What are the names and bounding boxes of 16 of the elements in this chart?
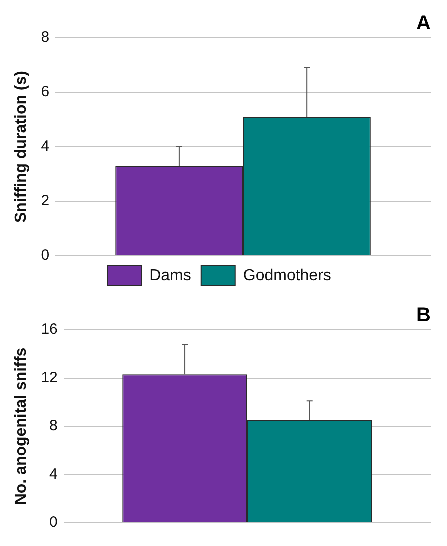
- y-tick-label: 6: [41, 84, 50, 101]
- chart-title: A: [416, 12, 431, 35]
- y-tick-label: 16: [41, 321, 58, 338]
- y-tick-label: 8: [41, 29, 50, 46]
- y-axis-title: No. anogenital sniffs: [13, 348, 30, 506]
- y-tick-label: 12: [41, 369, 58, 386]
- legend-label: Dams: [150, 267, 192, 284]
- y-tick-label: 8: [50, 418, 58, 435]
- chart-title: B: [416, 304, 431, 327]
- y-tick-label: 4: [50, 466, 58, 483]
- y-tick-label: 0: [41, 247, 50, 264]
- y-axis-title: Sniffing duration (s): [13, 71, 30, 223]
- y-tick-label: 0: [50, 514, 58, 532]
- y-tick-label: 4: [41, 138, 50, 156]
- y-tick-label: 2: [41, 192, 50, 210]
- legend-label: Godmothers: [243, 267, 332, 284]
